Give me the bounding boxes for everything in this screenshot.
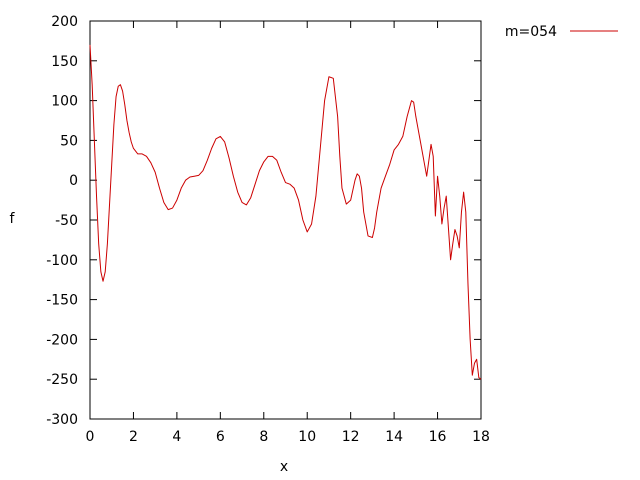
y-tick-label: 200 bbox=[51, 14, 78, 30]
x-tick-label: 4 bbox=[172, 429, 181, 445]
y-axis: -300 -250 -200 -150 -100 -50 0 50 100 150 200 bbox=[46, 14, 481, 428]
x-tick-label: 12 bbox=[342, 429, 360, 445]
x-axis: 0 2 4 6 8 10 12 14 16 18 bbox=[86, 21, 490, 445]
y-axis-label: f bbox=[10, 211, 16, 227]
x-axis-label: x bbox=[280, 459, 288, 475]
x-tick-label: 10 bbox=[298, 429, 316, 445]
y-tick-label: 50 bbox=[60, 133, 78, 149]
legend: m=054 bbox=[505, 24, 618, 40]
plot-area bbox=[89, 20, 482, 420]
series-line bbox=[89, 44, 482, 380]
y-tick-label: 100 bbox=[51, 94, 78, 110]
x-tick-label: 2 bbox=[129, 429, 138, 445]
x-tick-label: 14 bbox=[385, 429, 403, 445]
x-tick-label: 18 bbox=[472, 429, 490, 445]
y-tick-label: -100 bbox=[46, 253, 78, 269]
x-tick-label: 0 bbox=[86, 429, 95, 445]
y-tick-label: -50 bbox=[55, 213, 78, 229]
plot-border bbox=[89, 20, 482, 420]
y-tick-label: -200 bbox=[46, 332, 78, 348]
y-tick-label: -300 bbox=[46, 412, 78, 428]
y-tick-label: -250 bbox=[46, 372, 78, 388]
y-tick-label: -150 bbox=[46, 293, 78, 309]
x-tick-label: 8 bbox=[259, 429, 268, 445]
legend-label: m=054 bbox=[505, 24, 557, 40]
y-tick-label: 150 bbox=[51, 54, 78, 70]
series-layer bbox=[89, 44, 482, 380]
x-tick-label: 6 bbox=[216, 429, 225, 445]
x-tick-label: 16 bbox=[429, 429, 447, 445]
y-tick-label: 0 bbox=[69, 173, 78, 189]
